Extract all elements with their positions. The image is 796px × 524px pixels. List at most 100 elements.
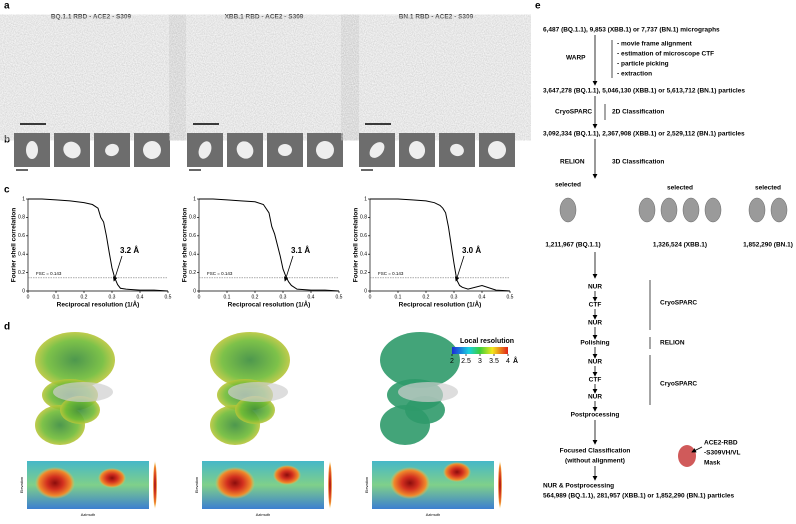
particle — [198, 141, 212, 159]
mask-volume — [678, 445, 696, 467]
y-tick-label: 0.8 — [18, 215, 25, 221]
density-map — [380, 332, 460, 445]
label: 1,211,967 (BQ.1.1) — [545, 242, 600, 249]
label: NUR — [588, 320, 602, 327]
label: RELION — [660, 340, 685, 347]
label: 2D Classification — [612, 109, 664, 116]
label: Polishing — [580, 340, 609, 347]
fsc-curve — [28, 198, 169, 292]
x-tick-label: 0.3 — [451, 294, 458, 300]
label: CryoSPARC — [660, 300, 697, 307]
heatmap-y-label: Elevation — [19, 477, 24, 493]
hotspot — [273, 465, 301, 485]
y-axis-label: Fourier shell correlation — [353, 208, 360, 282]
pointer — [112, 255, 123, 282]
micrograph — [357, 25, 515, 130]
map-core — [398, 382, 458, 402]
particle — [316, 141, 334, 159]
particle — [63, 141, 81, 159]
label: - estimation of microscope CTF — [617, 51, 714, 58]
x-tick-label: 0.2 — [423, 294, 430, 300]
label: - extraction — [617, 71, 652, 78]
micrograph-title: XBB.1 RBD - ACE2 - S309 — [225, 14, 304, 21]
fsc-curve — [199, 198, 340, 292]
colorbar — [452, 347, 508, 354]
colorbar-unit: Å — [513, 356, 518, 365]
x-tick-label: 0.1 — [224, 294, 231, 300]
map-lobe — [35, 332, 115, 388]
colorbar-tick-label: 4 — [506, 358, 510, 365]
pointer — [283, 255, 294, 282]
y-tick-label: 1 — [364, 196, 367, 202]
label: Focused Classification — [560, 448, 631, 455]
heatmap-x-label: Azimuth — [81, 512, 95, 517]
panel-label: b — [4, 135, 10, 146]
label: ACE2-RBD — [704, 440, 738, 447]
y-tick-label: 0 — [193, 288, 196, 294]
y-tick-label: 1 — [193, 196, 196, 202]
x-tick-label: 0.4 — [308, 294, 315, 300]
particle — [450, 143, 464, 157]
class-volume — [682, 197, 700, 223]
particle — [369, 142, 385, 158]
particle — [278, 144, 292, 156]
y-tick-label: 0.6 — [189, 233, 196, 239]
map-lobe — [210, 332, 290, 388]
label: 1,852,290 (BN.1) — [743, 242, 793, 249]
resolution-label: 3.1 Å — [291, 246, 310, 255]
label: 564,989 (BQ.1.1), 281,957 (XBB.1) or 1,8… — [543, 493, 735, 500]
label: CTF — [589, 302, 602, 309]
panel-label: a — [4, 1, 10, 12]
label: NUR — [588, 359, 602, 366]
heatmap-x-label: Azimuth — [256, 512, 270, 517]
hotspot — [443, 462, 471, 482]
heatmap-x-label: Azimuth — [426, 512, 440, 517]
y-tick-label: 0.8 — [360, 215, 367, 221]
particle — [142, 141, 161, 159]
label: RELION — [560, 159, 585, 166]
particle — [236, 141, 254, 159]
y-tick-label: 0.2 — [189, 270, 196, 276]
threshold-label: FSC = 0.143 — [378, 271, 404, 276]
y-tick-label: 0.6 — [18, 233, 25, 239]
x-tick-label: 0 — [369, 294, 372, 300]
axes — [27, 199, 168, 292]
label: NUR — [588, 284, 602, 291]
class-volume — [638, 197, 656, 223]
heatmap-y-label: Elevation — [364, 477, 369, 493]
label: CTF — [589, 377, 602, 384]
colorbar-tick-label: 2 — [450, 358, 454, 365]
x-axis-label: Reciprocal resolution (1/Å) — [228, 300, 311, 309]
x-tick-label: 0.4 — [137, 294, 144, 300]
map-lobe — [380, 332, 460, 388]
map-lobe — [60, 396, 100, 424]
label: - particle picking — [617, 61, 669, 68]
y-axis-label: Fourier shell correlation — [182, 208, 189, 282]
y-tick-label: 0.6 — [360, 233, 367, 239]
label: 3D Classification — [612, 159, 664, 166]
map-lobe — [405, 396, 445, 424]
x-tick-label: 0.2 — [252, 294, 259, 300]
y-tick-label: 0.4 — [189, 252, 196, 258]
colorbar-tick-label: 3.5 — [489, 358, 499, 365]
y-tick-label: 0.4 — [18, 252, 25, 258]
density-map — [210, 332, 290, 445]
fsc-curve — [370, 198, 511, 292]
heatmap-y-label: Elevation — [194, 477, 199, 493]
label: selected — [667, 185, 693, 192]
colorbar-title: Local resolution — [460, 338, 514, 345]
heatmap-colorbar — [498, 461, 502, 509]
colorbar-tick-label: 3 — [478, 358, 482, 365]
threshold-label: FSC = 0.143 — [207, 271, 233, 276]
resolution-label: 3.2 Å — [120, 246, 139, 255]
hotspot — [215, 467, 255, 499]
panel-label: c — [4, 185, 10, 196]
threshold-label: FSC = 0.143 — [36, 271, 62, 276]
class-volume — [770, 197, 788, 223]
x-tick-label: 0.3 — [109, 294, 116, 300]
map-core — [228, 382, 288, 402]
label: selected — [555, 182, 581, 189]
micrograph — [12, 25, 170, 130]
x-tick-label: 0.4 — [479, 294, 486, 300]
map-core — [53, 382, 113, 402]
